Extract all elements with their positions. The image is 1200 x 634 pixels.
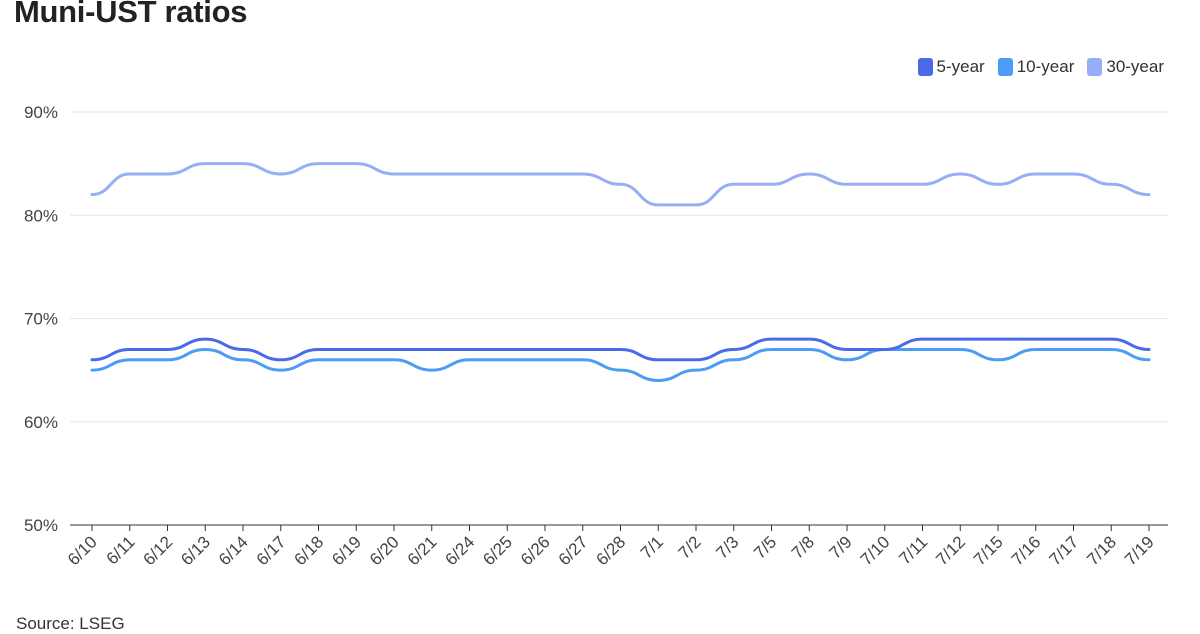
x-tick-label: 7/19 [1121, 532, 1158, 569]
legend-item-5-year[interactable]: 5-year [917, 57, 985, 77]
x-tick-label: 7/5 [750, 532, 780, 562]
x-tick-label: 6/28 [592, 532, 629, 569]
x-tick-label: 6/11 [103, 532, 139, 568]
x-tick-label: 7/8 [788, 532, 818, 562]
x-tick-label: 6/13 [177, 532, 214, 569]
source-note: Source: LSEG [16, 614, 125, 633]
legend-swatch-10-year [997, 58, 1013, 76]
legend-item-10-year[interactable]: 10-year [997, 57, 1075, 77]
series-line-10-year [90, 347, 1151, 382]
x-tick-label: 7/1 [637, 532, 667, 562]
x-tick-label: 6/24 [441, 532, 478, 569]
series-line-30-year [90, 162, 1151, 207]
x-tick-label: 6/21 [404, 532, 441, 569]
x-tick-label: 6/19 [328, 532, 365, 569]
x-tick-label: 6/14 [215, 532, 252, 569]
y-tick-label: 90% [24, 103, 58, 122]
x-tick-label: 7/16 [1008, 532, 1045, 569]
x-tick-label: 7/12 [932, 532, 969, 569]
legend-label-5-year: 5-year [936, 57, 985, 76]
y-tick-label: 60% [24, 413, 58, 432]
x-tick-label: 6/17 [253, 532, 290, 569]
chart-title: Muni-UST ratios [14, 0, 248, 29]
legend-swatch-30-year [1087, 58, 1103, 76]
x-tick-label: 7/18 [1083, 532, 1120, 569]
legend: 5-year 10-year 30-year [917, 57, 1164, 77]
legend-label-10-year: 10-year [1016, 57, 1075, 76]
x-tick-label: 7/9 [826, 532, 856, 562]
x-tick-label: 6/26 [517, 532, 554, 569]
x-tick-label: 7/15 [970, 532, 1007, 569]
x-axis: 6/10 6/11 6/12 6/13 6/14 6/17 6/18 6/19 6/20 6/21… [64, 524, 1168, 569]
x-tick-label: 7/10 [857, 532, 894, 569]
x-tick-label: 6/27 [555, 532, 592, 569]
series-line-5-year [90, 337, 1151, 362]
x-tick-label: 7/11 [895, 532, 931, 568]
y-tick-label: 80% [24, 206, 58, 225]
y-tick-label: 70% [24, 310, 58, 329]
y-axis: 90% 80% 70% 60% 50% [24, 103, 58, 535]
x-tick-label: 7/3 [712, 532, 742, 562]
series-lines [90, 162, 1151, 382]
legend-label-30-year: 30-year [1106, 57, 1164, 76]
x-tick-label: 6/10 [64, 532, 101, 569]
x-tick-label: 6/20 [366, 532, 403, 569]
legend-swatch-5-year [917, 58, 933, 76]
legend-item-30-year[interactable]: 30-year [1087, 57, 1164, 77]
x-tick-label: 6/25 [479, 532, 516, 569]
x-tick-label: 7/17 [1045, 532, 1082, 569]
x-tick-label: 7/2 [675, 532, 705, 562]
x-tick-label: 6/18 [290, 532, 327, 569]
y-tick-label: 50% [24, 516, 58, 535]
x-tick-label: 6/12 [139, 532, 176, 569]
gridlines [70, 111, 1168, 423]
